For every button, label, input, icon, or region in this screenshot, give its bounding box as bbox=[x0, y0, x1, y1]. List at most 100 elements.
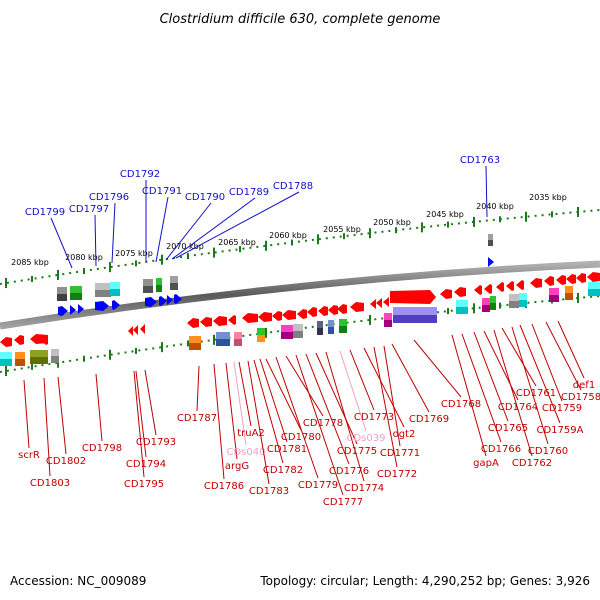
protein-domain bbox=[384, 313, 392, 320]
forward-label-leader bbox=[111, 202, 116, 264]
protein-domain bbox=[482, 305, 490, 312]
reverse-label-leader bbox=[275, 356, 319, 479]
reverse-gene-label[interactable]: scrR bbox=[18, 450, 40, 461]
protein-domain bbox=[57, 294, 67, 301]
reverse-gene-label[interactable]: truA2 bbox=[237, 428, 265, 439]
protein-domain bbox=[509, 301, 519, 308]
reverse-gene-arrow bbox=[297, 309, 307, 319]
reverse-gene-arrow bbox=[187, 318, 199, 328]
reverse-gene-label[interactable]: CDs040 bbox=[227, 447, 266, 458]
protein-domain bbox=[488, 234, 493, 240]
reverse-gene-label[interactable]: CD1783 bbox=[249, 486, 289, 497]
reverse-gene-label[interactable]: CD1759A bbox=[537, 425, 584, 436]
reverse-label-leader bbox=[233, 361, 247, 446]
protein-domain bbox=[51, 349, 59, 356]
forward-label-leader bbox=[94, 214, 97, 267]
protein-domain bbox=[257, 328, 265, 335]
reverse-gene-label[interactable]: CD1781 bbox=[267, 444, 307, 455]
reverse-gene-label[interactable]: CD1762 bbox=[512, 458, 552, 469]
protein-domain bbox=[110, 282, 120, 289]
reverse-gene-label[interactable]: CD1795 bbox=[124, 479, 164, 490]
forward-gene-label[interactable]: CD1796 bbox=[89, 192, 129, 203]
forward-gene-label[interactable]: CD1799 bbox=[25, 207, 65, 218]
protein-domain bbox=[588, 282, 600, 289]
protein-domain bbox=[70, 293, 82, 300]
reverse-gene-label[interactable]: CD1794 bbox=[126, 459, 166, 470]
protein-domain bbox=[317, 328, 323, 335]
reverse-label-leader bbox=[196, 365, 200, 412]
forward-gene-arrow bbox=[70, 305, 76, 315]
reverse-gene-arrow bbox=[454, 287, 466, 297]
reverse-gene-label[interactable]: CD1776 bbox=[329, 466, 369, 477]
reverse-gene-label[interactable]: CD1786 bbox=[204, 481, 244, 492]
reverse-gene-label[interactable]: CD1793 bbox=[136, 437, 176, 448]
reverse-gene-arrow bbox=[566, 274, 576, 284]
reverse-gene-arrow bbox=[140, 324, 145, 334]
reverse-gene-label[interactable]: CD1775 bbox=[337, 446, 377, 457]
protein-domain bbox=[257, 335, 265, 342]
reverse-gene-label[interactable]: def1 bbox=[573, 380, 595, 391]
reverse-gene-label[interactable]: CD1802 bbox=[46, 456, 86, 467]
reverse-label-leader bbox=[473, 331, 509, 422]
forward-gene-arrow bbox=[112, 300, 120, 310]
reverse-gene-label[interactable]: CD1777 bbox=[323, 497, 363, 508]
forward-gene-label[interactable]: CD1791 bbox=[142, 186, 182, 197]
forward-gene-label[interactable]: CD1790 bbox=[185, 192, 225, 203]
reverse-gene-label[interactable]: CD1758 bbox=[561, 392, 600, 403]
reverse-gene-label[interactable]: gapA bbox=[473, 458, 499, 469]
reverse-label-leader bbox=[295, 354, 344, 496]
forward-gene-label[interactable]: CD1788 bbox=[273, 181, 313, 192]
forward-label-leader bbox=[165, 202, 212, 261]
reverse-gene-label[interactable]: CD1768 bbox=[441, 399, 481, 410]
reverse-label-leader bbox=[265, 358, 302, 431]
reverse-gene-label[interactable]: CD1803 bbox=[30, 478, 70, 489]
forward-gene-arrow bbox=[174, 294, 182, 304]
protein-domain bbox=[216, 339, 230, 346]
reverse-label-leader bbox=[135, 370, 147, 458]
reverse-label-leader bbox=[144, 369, 157, 436]
reverse-gene-label[interactable]: CD1774 bbox=[344, 483, 384, 494]
reverse-gene-label[interactable]: argG bbox=[225, 461, 249, 472]
protein-domain bbox=[293, 324, 303, 331]
forward-gene-arrow bbox=[78, 304, 84, 314]
reverse-gene-arrow bbox=[556, 275, 566, 285]
reverse-gene-label[interactable]: CDs039 bbox=[347, 433, 386, 444]
reverse-gene-arrow bbox=[376, 298, 382, 308]
reverse-gene-label[interactable]: CD1769 bbox=[409, 414, 449, 425]
reverse-gene-label[interactable]: CD1766 bbox=[481, 444, 521, 455]
scale-tick-label: 2050 kbp bbox=[373, 218, 411, 227]
reverse-gene-label[interactable]: CD1771 bbox=[380, 448, 420, 459]
reverse-gene-label[interactable]: CD1759 bbox=[542, 403, 582, 414]
reverse-gene-label[interactable]: CD1782 bbox=[263, 465, 303, 476]
scale-tick-label: 2055 kbp bbox=[323, 225, 361, 234]
reverse-gene-label[interactable]: CD1798 bbox=[82, 443, 122, 454]
forward-gene-arrow bbox=[390, 290, 436, 304]
protein-domain bbox=[328, 320, 334, 327]
protein-domain bbox=[189, 336, 201, 343]
forward-gene-label[interactable]: CD1792 bbox=[120, 169, 160, 180]
reverse-gene-label[interactable]: ogt2 bbox=[393, 429, 416, 440]
reverse-label-leader bbox=[391, 343, 430, 413]
reverse-gene-label[interactable]: CD1780 bbox=[281, 432, 321, 443]
forward-gene-label[interactable]: CD1763 bbox=[460, 155, 500, 166]
reverse-gene-arrow bbox=[516, 280, 524, 290]
reverse-gene-arrow bbox=[587, 272, 600, 282]
reverse-gene-arrow bbox=[0, 337, 12, 347]
forward-gene-label[interactable]: CD1797 bbox=[69, 204, 109, 215]
reverse-gene-label[interactable]: CD1778 bbox=[303, 418, 343, 429]
reverse-gene-label[interactable]: CD1764 bbox=[498, 402, 538, 413]
reverse-gene-label[interactable]: CD1765 bbox=[488, 423, 528, 434]
protein-domain bbox=[170, 276, 178, 283]
reverse-label-leader bbox=[253, 359, 284, 464]
protein-domain bbox=[488, 240, 493, 246]
reverse-gene-label[interactable]: CD1760 bbox=[528, 446, 568, 457]
forward-gene-arrow bbox=[145, 297, 157, 307]
reverse-gene-label[interactable]: CD1761 bbox=[516, 388, 556, 399]
reverse-gene-labels: scrR CD1803 CD1802 CD1798 CD1794 CD1795 CD1793… bbox=[18, 320, 600, 508]
reverse-gene-label[interactable]: CD1773 bbox=[354, 412, 394, 423]
reverse-gene-label[interactable]: CD1779 bbox=[298, 480, 338, 491]
forward-gene-label[interactable]: CD1789 bbox=[229, 187, 269, 198]
reverse-gene-label[interactable]: CD1787 bbox=[177, 413, 217, 424]
reverse-gene-label[interactable]: CD1772 bbox=[377, 469, 417, 480]
